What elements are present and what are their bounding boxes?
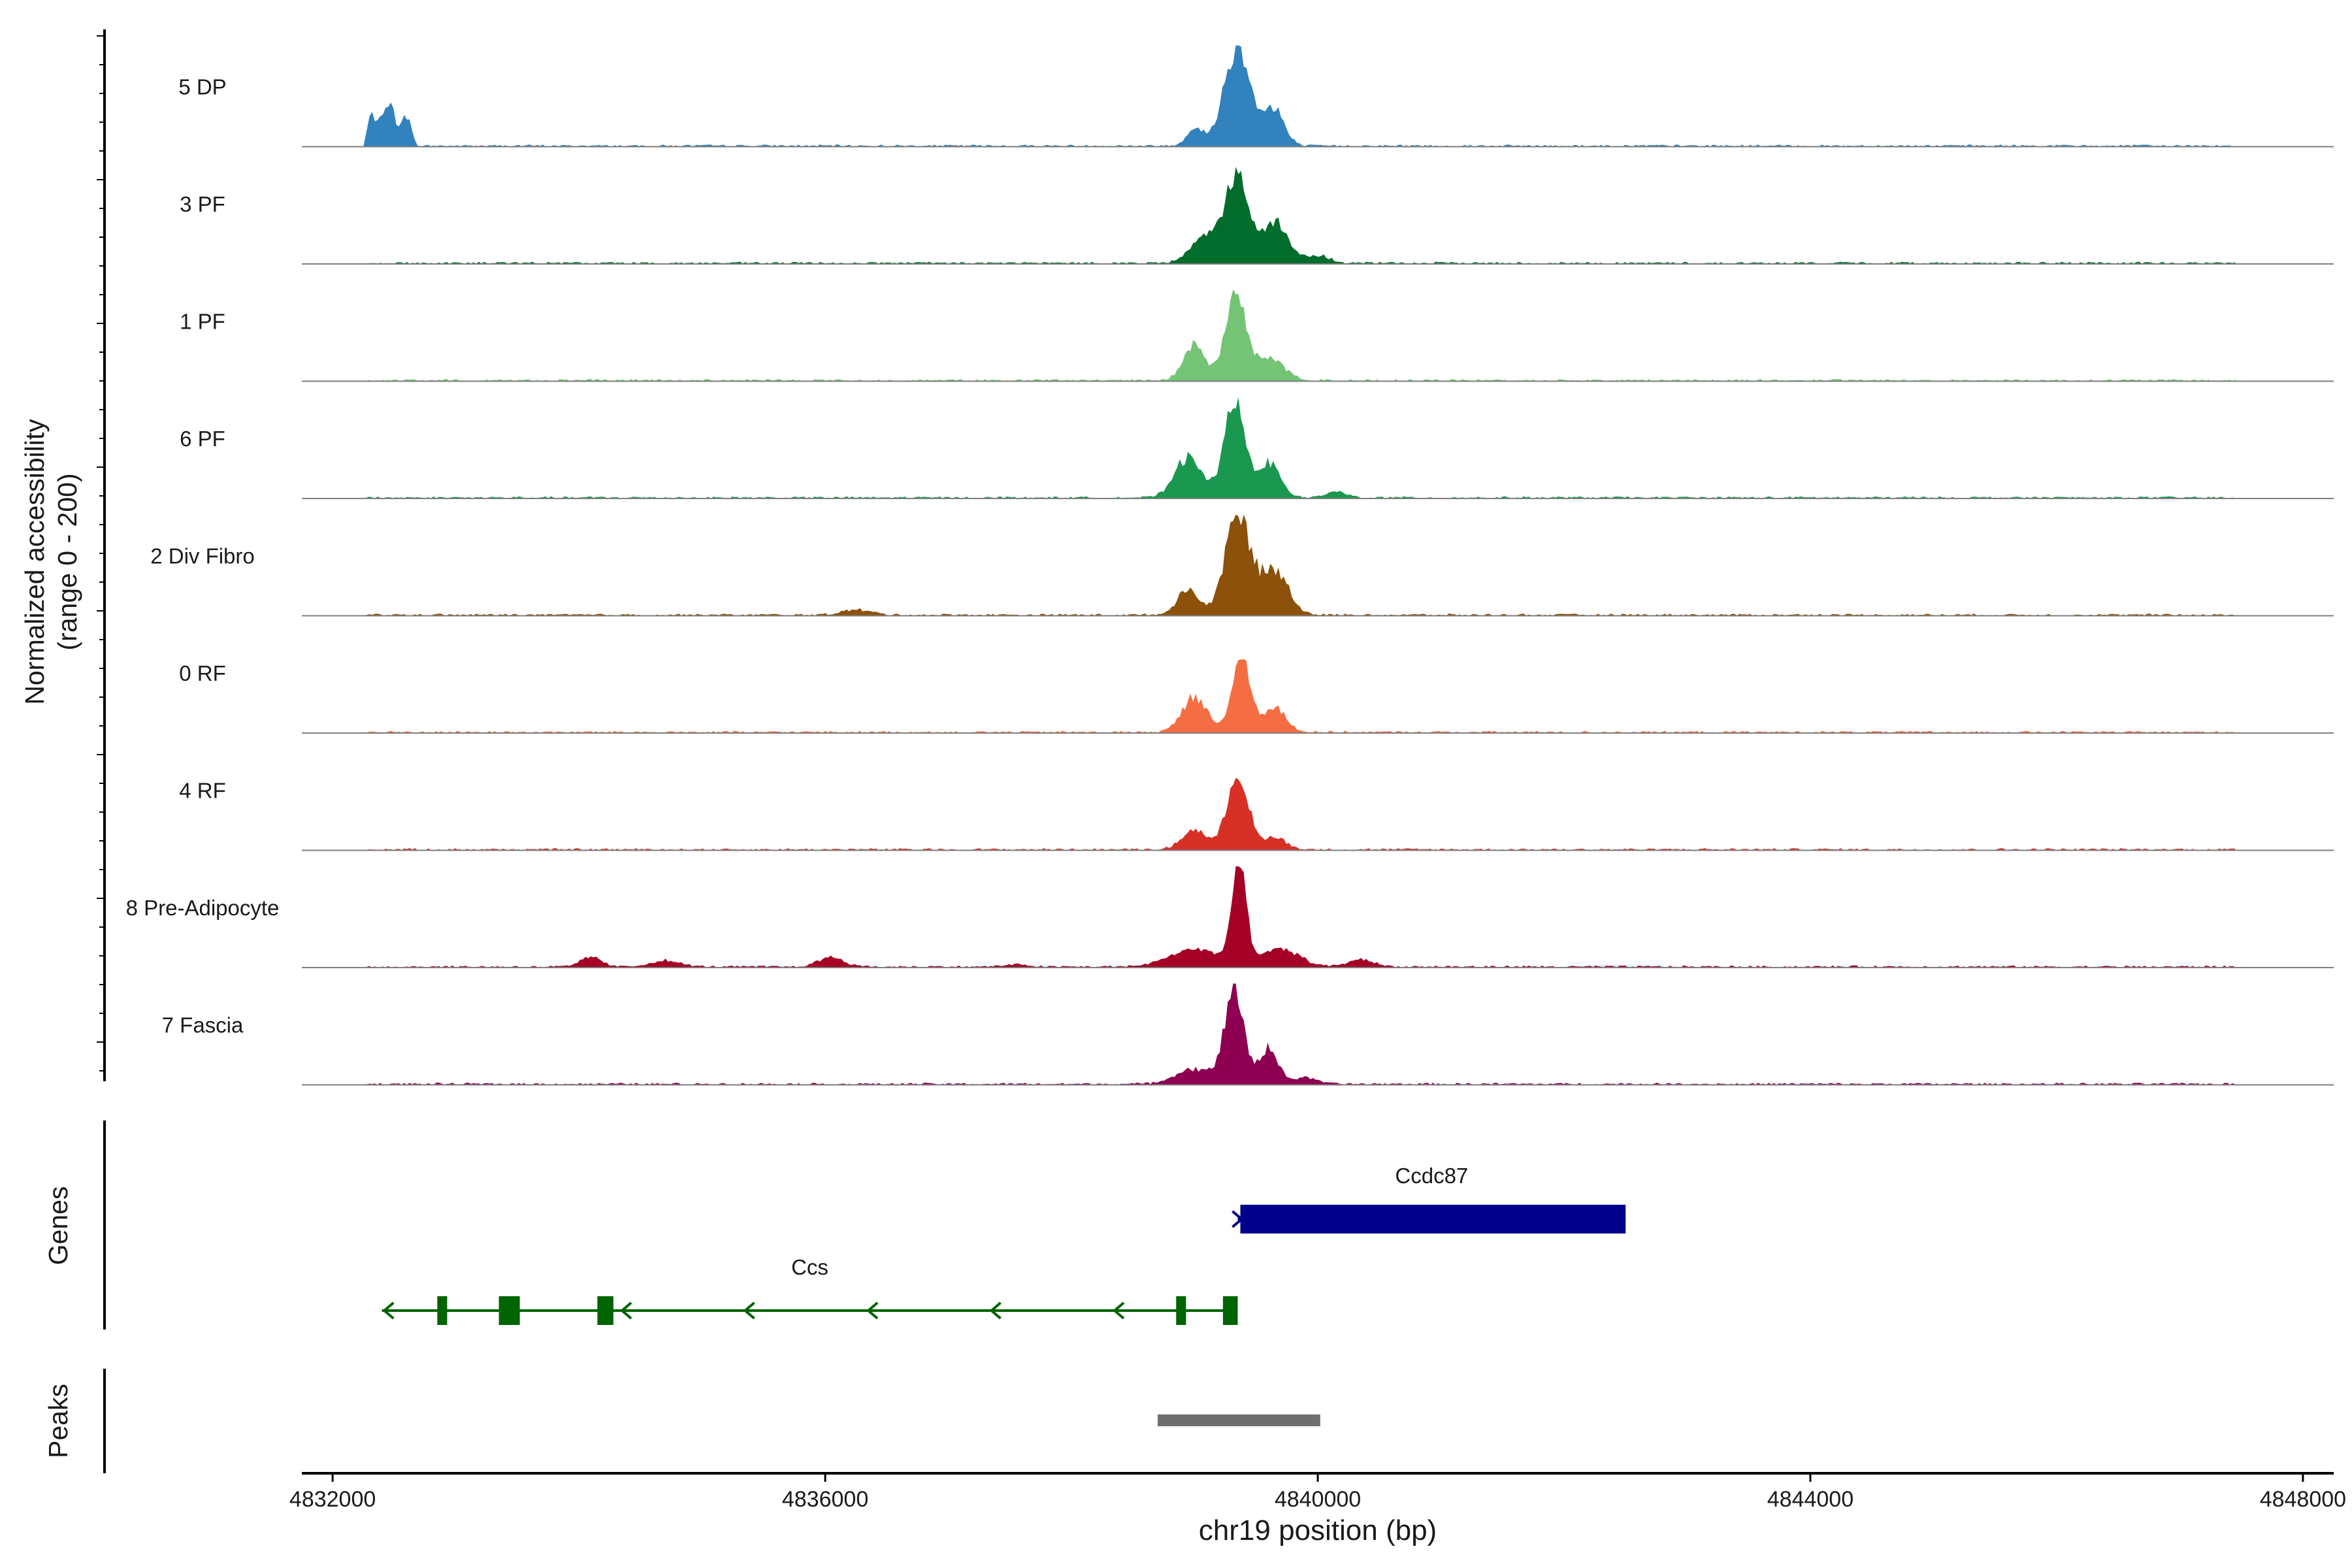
coverage-area <box>363 289 2236 382</box>
gene-exon <box>1222 1296 1238 1325</box>
strand-arrow <box>866 1301 879 1320</box>
y-axis-title-line1: Normalized accessibility <box>20 419 50 705</box>
gene-model-ccdc87: Ccdc87 <box>1232 1164 1626 1233</box>
gene-exon <box>498 1296 520 1325</box>
strand-arrow <box>1232 1210 1244 1228</box>
y-axis-title: Normalized accessibility (range 0 - 200) <box>20 419 82 705</box>
coverage-track: 2 Div Fibro <box>150 514 2334 617</box>
y-axis-title-line2: (range 0 - 200) <box>52 473 82 650</box>
track-label: 4 RF <box>179 779 226 803</box>
strand-arrow <box>989 1301 1002 1320</box>
gene-exon <box>437 1296 448 1325</box>
coverage-axis-ticks <box>97 35 105 1071</box>
coverage-track: 8 Pre-Adipocyte <box>126 866 2334 968</box>
gene-annotation-panel: Ccdc87 Ccs <box>382 1164 1626 1325</box>
x-tick-label: 4832000 <box>289 1487 376 1512</box>
gene-label: Ccs <box>791 1255 828 1279</box>
gene-exon <box>597 1296 613 1325</box>
coverage-area <box>363 983 2236 1085</box>
strand-arrow <box>743 1301 755 1320</box>
peak-region <box>1157 1414 1320 1426</box>
coverage-track: 1 PF <box>180 289 2334 382</box>
peak-region-panel <box>1157 1414 1320 1426</box>
track-label: 7 Fascia <box>162 1013 244 1037</box>
track-label: 6 PF <box>180 427 225 451</box>
genes-panel-label: Genes <box>43 1186 73 1266</box>
coverage-track: 4 RF <box>179 777 2334 851</box>
x-tick-label: 4844000 <box>1767 1487 1854 1512</box>
track-label: 3 PF <box>180 192 225 216</box>
strand-arrow <box>382 1301 395 1320</box>
x-axis-ticks: 4832000 4836000 4840000 4844000 4848000 <box>289 1473 2346 1512</box>
coverage-track: 5 DP <box>178 45 2334 148</box>
track-label: 1 PF <box>180 310 225 334</box>
coverage-tracks: 5 DP 3 PF 1 PF 6 PF 2 Div Fibro 0 RF 4 RF 8 Pre… <box>126 45 2334 1086</box>
strand-arrow <box>619 1301 632 1320</box>
track-label: 5 DP <box>178 75 226 99</box>
coverage-track: 3 PF <box>180 167 2334 265</box>
coverage-track: 0 RF <box>179 659 2334 734</box>
coverage-track: 7 Fascia <box>162 983 2334 1086</box>
x-axis-title: chr19 position (bp) <box>1199 1514 1437 1546</box>
x-tick-label: 4848000 <box>2260 1487 2346 1512</box>
gene-exon <box>1240 1205 1626 1233</box>
strand-arrow <box>1112 1301 1125 1320</box>
coverage-area <box>363 777 2236 851</box>
coverage-area <box>363 397 2236 498</box>
coverage-track: 6 PF <box>180 397 2334 499</box>
coverage-area <box>363 659 2236 733</box>
coverage-area <box>363 167 2236 264</box>
coverage-area <box>363 514 2236 616</box>
x-tick-label: 4840000 <box>1275 1487 1361 1512</box>
track-label: 8 Pre-Adipocyte <box>126 896 280 920</box>
gene-model-ccs: Ccs <box>382 1255 1238 1325</box>
x-tick-label: 4836000 <box>782 1487 868 1512</box>
gene-label: Ccdc87 <box>1395 1164 1468 1188</box>
coverage-area <box>363 866 2236 968</box>
gene-exon <box>1176 1296 1186 1325</box>
track-label: 2 Div Fibro <box>150 544 255 568</box>
track-label: 0 RF <box>179 661 226 685</box>
peaks-panel-label: Peaks <box>43 1384 73 1458</box>
coverage-area <box>363 45 2236 147</box>
